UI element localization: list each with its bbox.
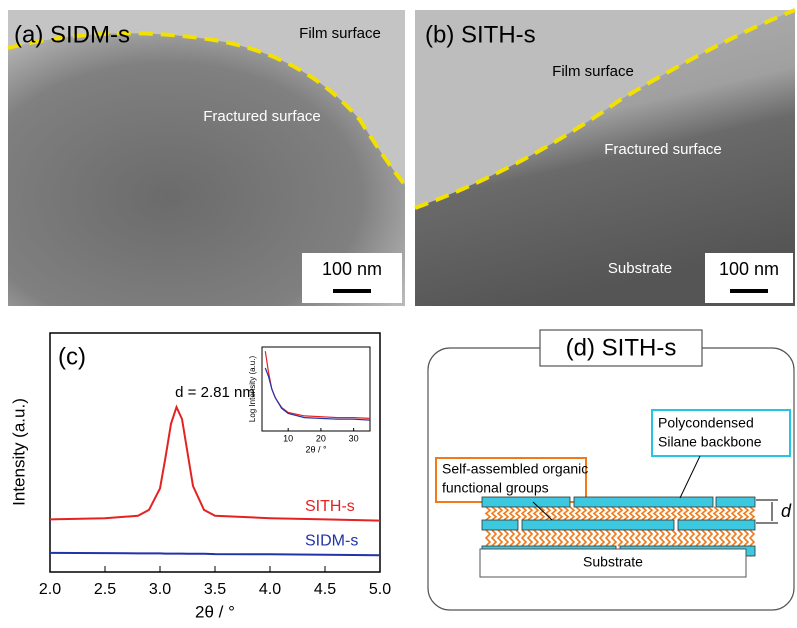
scale-bar <box>333 289 371 293</box>
x-tick-label: 30 <box>349 433 359 443</box>
silane-label: Silane backbone <box>658 434 762 450</box>
region-label: Fractured surface <box>604 141 722 158</box>
silane-label: Polycondensed <box>658 415 754 431</box>
x-tick-label: 20 <box>316 433 326 443</box>
scale-label: 100 nm <box>719 259 779 279</box>
x-tick-label: 10 <box>283 433 293 443</box>
y-axis-label: Intensity (a.u.) <box>9 398 28 506</box>
scale-bar <box>730 289 768 293</box>
panel-label: (a) SIDM-s <box>14 21 130 48</box>
x-tick-label: 5.0 <box>369 581 391 598</box>
substrate-label: Substrate <box>583 554 643 570</box>
annotation: d = 2.81 nm <box>175 384 255 401</box>
y-axis-label: Log Intensity (a.u.) <box>248 356 257 423</box>
silane-layer <box>522 520 674 530</box>
figure: (a) SIDM-s Film surface Fractured surfac… <box>0 0 797 628</box>
spacing-label: d <box>781 501 792 521</box>
silane-layer <box>716 497 755 507</box>
x-tick-label: 2.5 <box>94 581 116 598</box>
panel-label: (c) <box>58 343 86 370</box>
scale-label: 100 nm <box>322 259 382 279</box>
region-label: Substrate <box>608 260 672 277</box>
series-line <box>50 553 380 555</box>
organic-label: functional groups <box>442 480 549 496</box>
silane-layer <box>678 520 755 530</box>
silane-layer <box>482 497 570 507</box>
diagram: (d) SITH-s Self-assembled organic functi… <box>428 330 794 610</box>
sem-panel-a: (a) SIDM-s Film surface Fractured surfac… <box>8 10 405 306</box>
region-label: Fractured surface <box>203 108 321 125</box>
region-label: Film surface <box>299 25 381 42</box>
silane-layer <box>482 520 518 530</box>
organic-label: Self-assembled organic <box>442 461 588 477</box>
silane-layer <box>574 497 713 507</box>
series-label: SIDM-s <box>305 532 358 549</box>
region-label: Film surface <box>552 63 634 80</box>
series-label: SITH-s <box>305 498 355 515</box>
x-tick-label: 4.5 <box>314 581 336 598</box>
x-axis-label: 2θ / ° <box>195 602 235 621</box>
panel-label: (b) SITH-s <box>425 21 536 48</box>
x-tick-label: 4.0 <box>259 581 281 598</box>
x-tick-label: 2.0 <box>39 581 61 598</box>
x-tick-label: 3.0 <box>149 581 171 598</box>
x-tick-label: 3.5 <box>204 581 226 598</box>
sem-panel-b: (b) SITH-s Film surface Fractured surfac… <box>415 10 795 306</box>
diagram-title: (d) SITH-s <box>566 334 677 361</box>
x-axis-label: 2θ / ° <box>305 444 327 454</box>
